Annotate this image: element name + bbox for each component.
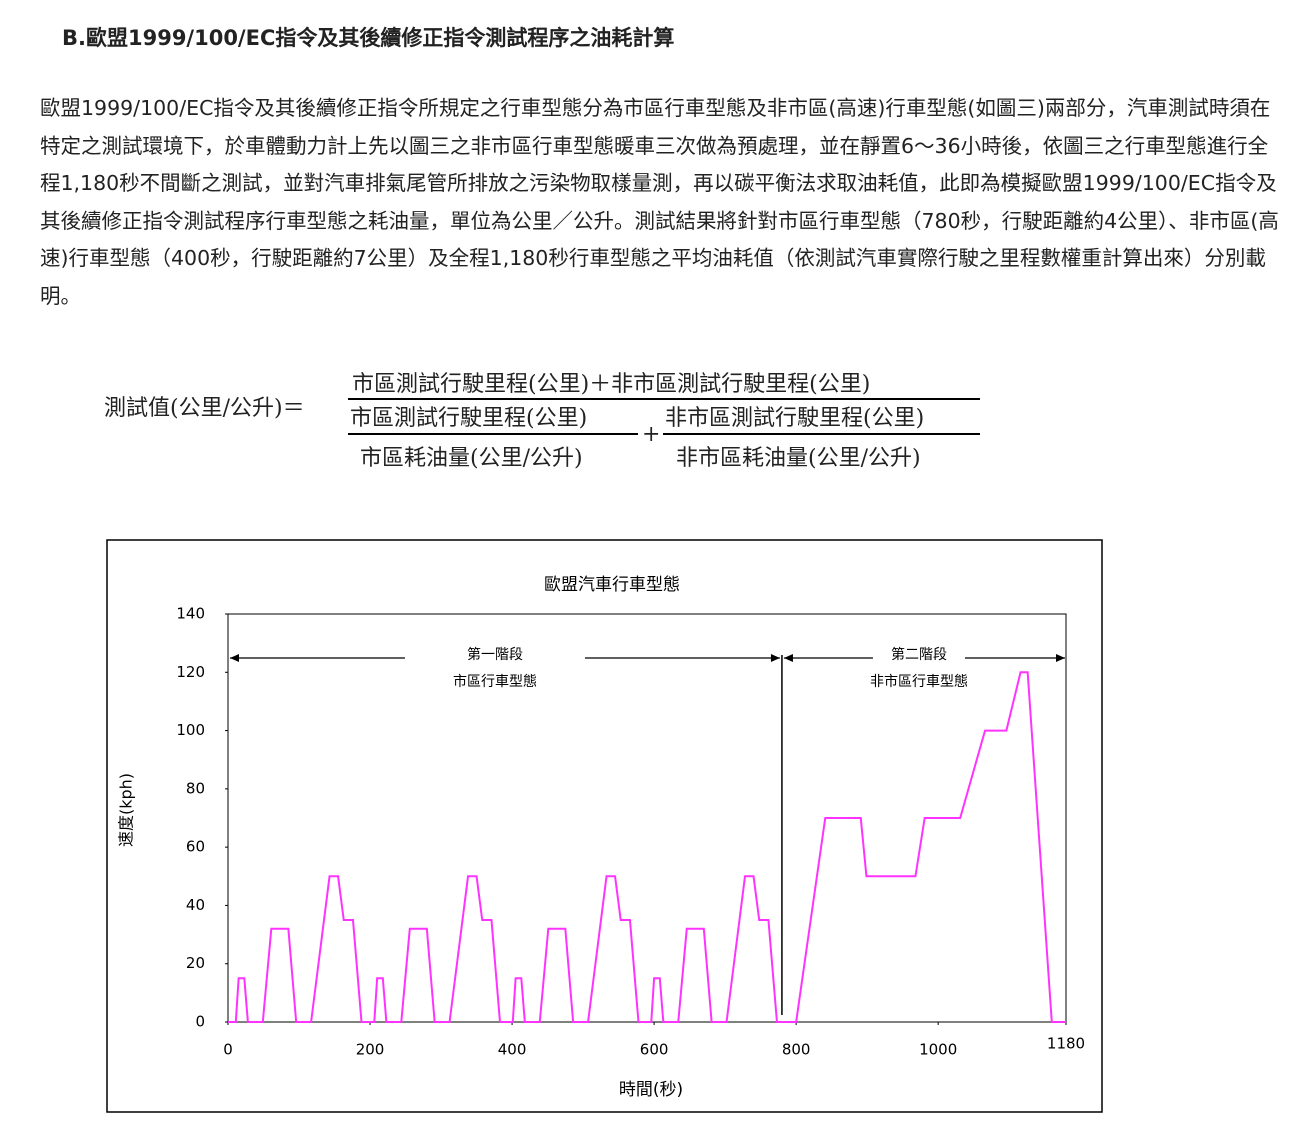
arrow-head <box>770 654 780 662</box>
phase-label: 市區行車型態 <box>453 673 537 690</box>
x-tick-label: 1000 <box>919 1041 957 1059</box>
arrow-head <box>1056 654 1065 662</box>
x-tick-label: 1180 <box>1047 1035 1085 1053</box>
term-numerator: 非市區測試行駛里程(公里) <box>665 406 925 431</box>
fraction-bar <box>663 433 980 435</box>
term-denominator: 市區耗油量(公里/公升) <box>360 446 583 471</box>
formula-plus: + <box>642 422 661 447</box>
y-tick-label: 140 <box>176 605 205 623</box>
y-tick-label: 60 <box>186 838 205 856</box>
term-denominator: 非市區耗油量(公里/公升) <box>676 446 921 471</box>
term-numerator: 市區測試行駛里程(公里) <box>350 406 588 431</box>
arrow-head <box>230 654 239 662</box>
phase-title: 第二階段 <box>891 646 947 663</box>
speed-line <box>228 671 1066 1023</box>
x-axis-label: 時間(秒) <box>619 1080 683 1100</box>
x-tick-label: 400 <box>498 1041 527 1059</box>
y-tick-label: 120 <box>176 663 205 681</box>
y-tick-label: 80 <box>186 779 205 797</box>
x-tick-label: 0 <box>223 1041 233 1059</box>
y-tick-label: 100 <box>176 721 205 739</box>
y-tick-label: 40 <box>186 896 205 914</box>
x-tick-label: 800 <box>782 1041 811 1059</box>
x-tick-label: 600 <box>640 1041 669 1059</box>
fraction-bar <box>348 433 638 435</box>
chart-frame <box>106 539 1103 1113</box>
y-axis-label: 速度(kph) <box>117 773 136 847</box>
arrow-head <box>783 654 793 662</box>
formula: 測試值(公里/公升)＝ 市區測試行駛里程(公里)＋非市區測試行駛里程(公里) 市… <box>0 360 1310 480</box>
formula-lhs: 測試值(公里/公升)＝ <box>104 396 305 421</box>
x-tick-label: 200 <box>356 1041 385 1059</box>
y-tick-label: 20 <box>186 954 205 972</box>
phase-label: 非市區行車型態 <box>870 673 968 690</box>
y-tick-label: 0 <box>195 1013 205 1031</box>
fraction-bar <box>348 398 980 400</box>
formula-numerator: 市區測試行駛里程(公里)＋非市區測試行駛里程(公里) <box>352 372 871 397</box>
chart-title: 歐盟汽車行車型態 <box>544 575 680 595</box>
heading: B.歐盟1999/100/EC指令及其後續修正指令測試程序之油耗計算 <box>62 26 675 50</box>
paragraph: 歐盟1999/100/EC指令及其後續修正指令所規定之行車型態分為市區行車型態及… <box>40 96 1279 308</box>
phase-title: 第一階段 <box>467 646 523 663</box>
